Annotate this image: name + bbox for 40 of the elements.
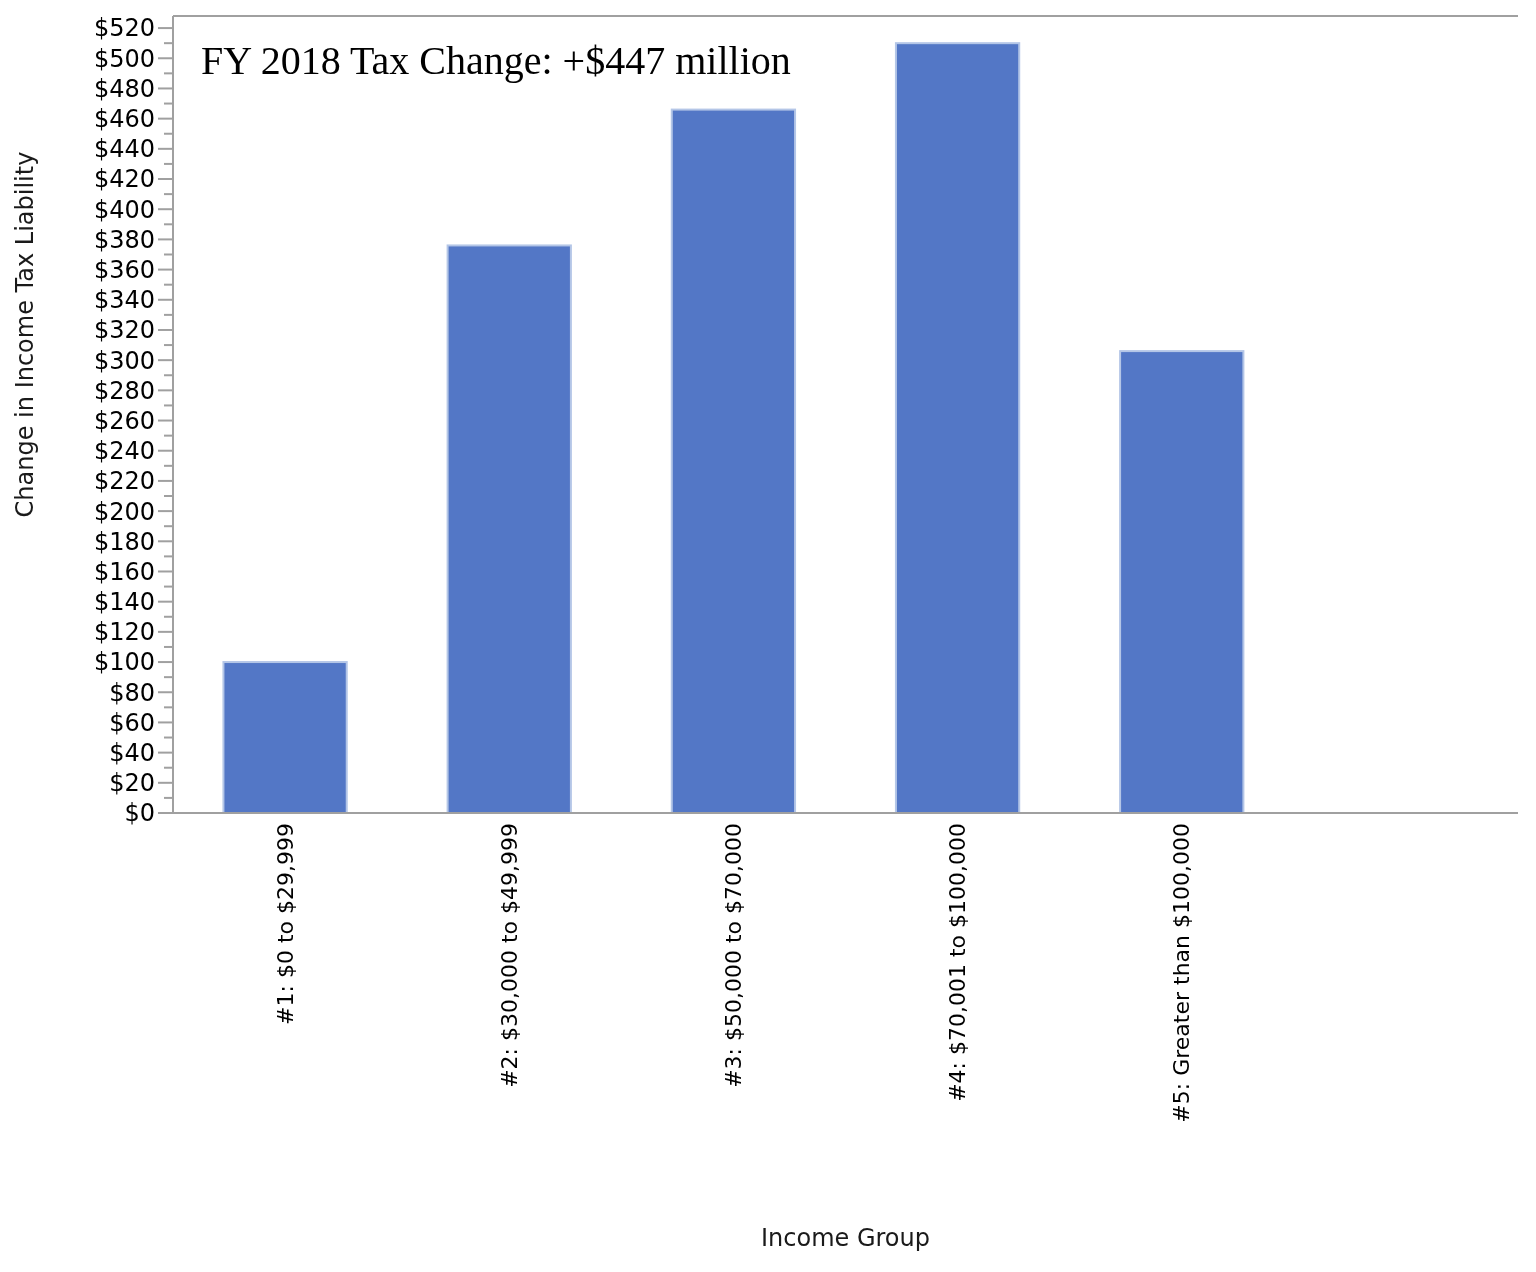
- y-tick-label: $160: [93, 557, 155, 586]
- y-tick-label: $420: [93, 165, 155, 194]
- y-tick-label: $320: [93, 316, 155, 345]
- bar: [670, 108, 797, 814]
- bar: [222, 661, 348, 814]
- x-tick-label: #1: $0 to $29,999: [272, 823, 298, 1025]
- y-tick-label: $180: [93, 527, 155, 556]
- y-tick-label: $60: [109, 708, 155, 737]
- bar: [1119, 350, 1245, 814]
- y-tick-label: $220: [93, 467, 155, 496]
- y-tick-label: $380: [93, 225, 155, 254]
- x-tick-label: #2: $30,000 to $49,999: [496, 823, 522, 1088]
- x-axis-title: Income Group: [760, 1224, 931, 1252]
- text: FY 2018 Tax Change: +$447 million: [201, 38, 791, 83]
- y-tick-label: $100: [93, 648, 155, 677]
- bar: [446, 244, 572, 814]
- y-tick-label: $480: [93, 74, 155, 103]
- x-tick-label: #5: Greater than $100,000: [1169, 823, 1195, 1123]
- y-tick-label: $40: [109, 739, 155, 768]
- y-tick-label: $520: [93, 14, 155, 43]
- y-tick-label: $240: [93, 437, 155, 466]
- y-tick-label: $400: [93, 195, 155, 224]
- y-tick-label: $120: [93, 618, 155, 647]
- y-tick-label: $500: [93, 44, 155, 73]
- y-tick-label: $80: [109, 678, 155, 707]
- y-tick-label: $20: [109, 769, 155, 798]
- y-tick-label: $280: [93, 376, 155, 405]
- y-tick-label: $140: [93, 588, 155, 617]
- y-tick-label: $200: [93, 497, 155, 526]
- y-tick-label: $300: [93, 346, 155, 375]
- y-tick-label: $0: [124, 799, 155, 828]
- y-tick-label: $440: [93, 135, 155, 164]
- x-tick-label: #4: $70,001 to $100,000: [945, 823, 971, 1102]
- bar: [894, 42, 1021, 814]
- y-tick-label: $460: [93, 105, 155, 134]
- y-tick-label: $360: [93, 255, 155, 284]
- y-axis-title: Change in Income Tax Liability: [11, 151, 39, 518]
- y-tick-label: $260: [93, 406, 155, 435]
- y-tick-label: $340: [93, 286, 155, 315]
- x-tick-label: #3: $50,000 to $70,000: [721, 823, 747, 1088]
